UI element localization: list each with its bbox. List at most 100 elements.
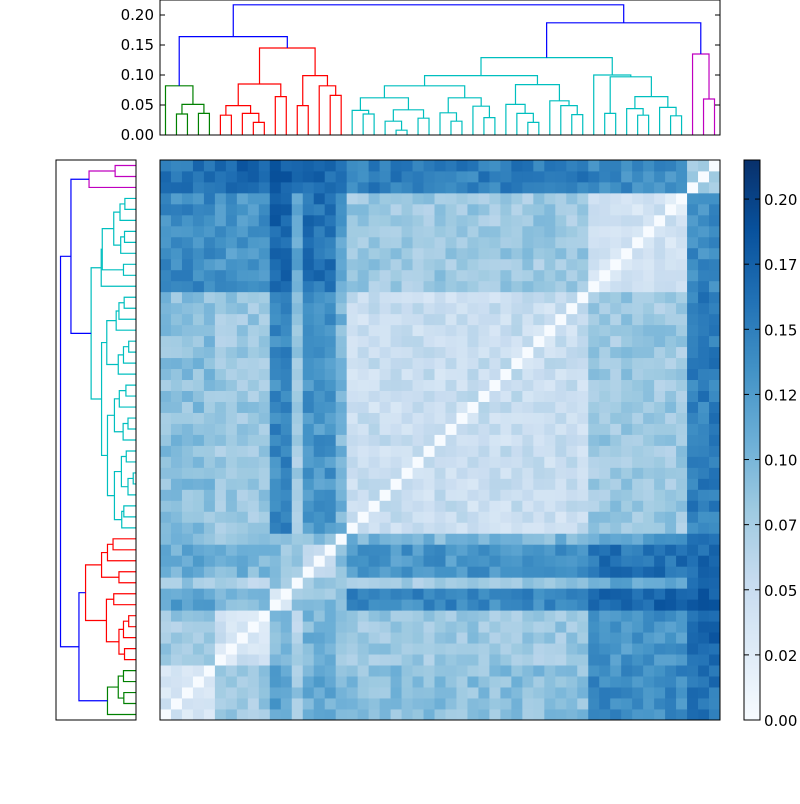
heatmap-cell <box>379 423 391 435</box>
heatmap-cell <box>533 445 545 457</box>
heatmap-cell <box>500 511 512 523</box>
heatmap-cell <box>335 236 348 249</box>
heatmap-cell <box>379 390 391 402</box>
heatmap-cell <box>445 511 457 523</box>
heatmap-cell <box>478 160 490 172</box>
heatmap-cell <box>390 632 402 644</box>
heatmap-cell <box>181 445 194 457</box>
heatmap-cell <box>478 181 490 194</box>
heatmap-cell <box>236 170 249 183</box>
heatmap-cell <box>467 346 479 359</box>
dendrogram-link <box>123 230 136 243</box>
heatmap-cell <box>160 269 172 282</box>
heatmap-cell <box>445 676 457 688</box>
heatmap-cell <box>357 390 370 402</box>
heatmap-cell <box>258 456 271 468</box>
heatmap-cell <box>621 258 633 271</box>
heatmap-cell <box>500 181 512 194</box>
heatmap-cell <box>522 456 534 468</box>
dendrogram-link <box>546 22 702 58</box>
heatmap-cell <box>236 346 249 359</box>
heatmap-cell <box>434 500 446 512</box>
heatmap-cell <box>379 456 391 468</box>
heatmap-cell <box>478 544 490 556</box>
heatmap-cell <box>522 346 534 359</box>
heatmap-cell <box>280 687 293 699</box>
heatmap-cell <box>214 236 227 249</box>
heatmap-cell <box>511 511 523 523</box>
heatmap-cell <box>588 522 600 534</box>
heatmap-cell <box>588 258 600 271</box>
dendrogram-link <box>258 47 316 84</box>
heatmap-cell <box>610 566 622 578</box>
heatmap-cell <box>214 577 227 589</box>
heatmap-cell <box>236 621 249 633</box>
heatmap-cell <box>665 489 677 501</box>
heatmap-cell <box>434 643 446 655</box>
heatmap-cell <box>313 434 326 446</box>
heatmap-cell <box>522 467 534 479</box>
heatmap-cell <box>390 456 402 468</box>
heatmap-cell <box>489 632 501 644</box>
heatmap-cell <box>401 599 413 611</box>
heatmap-cell <box>544 313 556 326</box>
heatmap-cell <box>302 467 315 479</box>
heatmap-cell <box>665 401 677 413</box>
heatmap-cell <box>412 533 424 545</box>
heatmap-cell <box>709 478 721 490</box>
heatmap-cell <box>566 203 578 216</box>
heatmap-cell <box>632 269 644 282</box>
dendrogram-link <box>122 263 136 276</box>
dendrogram-link <box>296 104 309 135</box>
heatmap-cell <box>225 709 238 721</box>
heatmap-cell <box>544 445 556 457</box>
heatmap-cell <box>247 160 260 172</box>
heatmap-cell <box>258 335 271 348</box>
heatmap-cell <box>511 566 523 578</box>
heatmap-cell <box>335 313 348 326</box>
heatmap-cell <box>632 599 644 611</box>
heatmap-cell <box>676 192 688 205</box>
heatmap-cell <box>456 467 468 479</box>
heatmap-cell <box>478 687 490 699</box>
heatmap-cell <box>456 170 468 183</box>
heatmap-cell <box>533 236 545 249</box>
heatmap-cell <box>610 357 622 370</box>
heatmap-cell <box>654 258 666 271</box>
heatmap-cell <box>456 280 468 293</box>
heatmap-cell <box>643 225 655 238</box>
heatmap-cell <box>654 225 666 238</box>
heatmap-cell <box>434 632 446 644</box>
heatmap-cell <box>225 324 238 337</box>
heatmap-cell <box>500 687 512 699</box>
heatmap-cell <box>599 577 611 589</box>
heatmap-cell <box>654 401 666 413</box>
heatmap-cell <box>280 665 293 677</box>
heatmap-cell <box>390 599 402 611</box>
heatmap-cell <box>390 324 402 337</box>
heatmap-cell <box>346 445 359 457</box>
heatmap-cell <box>445 566 457 578</box>
heatmap-cell <box>621 621 633 633</box>
heatmap-cell <box>335 544 348 556</box>
heatmap-cell <box>324 313 337 326</box>
heatmap-cell <box>533 643 545 655</box>
heatmap-cell <box>698 225 710 238</box>
heatmap-cell <box>588 313 600 326</box>
heatmap-cell <box>698 434 710 446</box>
heatmap-cell <box>676 610 688 622</box>
heatmap-cell <box>280 643 293 655</box>
heatmap-cell <box>236 445 249 457</box>
heatmap-cell <box>390 665 402 677</box>
heatmap-cell <box>588 335 600 348</box>
heatmap-cell <box>192 555 205 567</box>
heatmap-cell <box>709 610 721 622</box>
heatmap-cell <box>324 511 337 523</box>
heatmap-cell <box>324 588 337 600</box>
heatmap-cell <box>500 324 512 337</box>
heatmap-cell <box>379 698 391 710</box>
heatmap-cell <box>214 313 227 326</box>
heatmap-cell <box>456 379 468 391</box>
heatmap-cell <box>192 357 205 370</box>
heatmap-cell <box>401 412 413 424</box>
